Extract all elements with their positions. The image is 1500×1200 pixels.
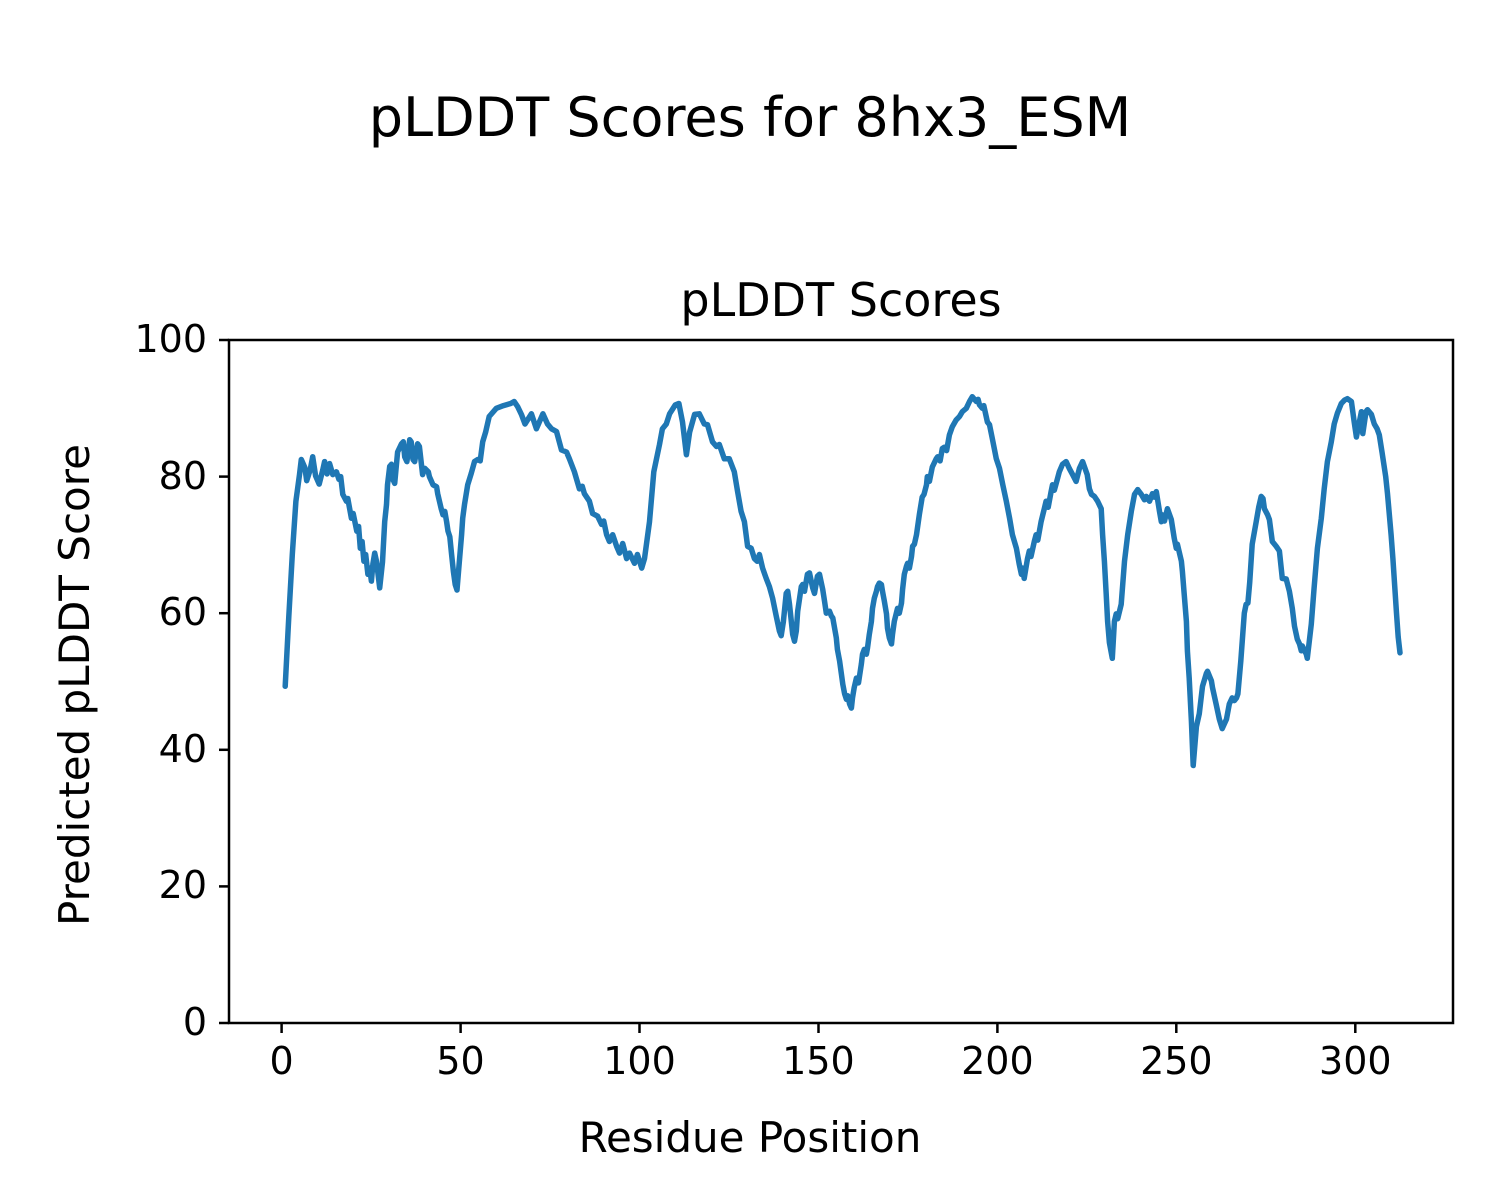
x-tick-label: 50	[436, 1039, 485, 1083]
x-tick-label: 250	[1140, 1039, 1213, 1083]
plot-border	[227, 338, 1455, 1025]
x-tick-label: 200	[961, 1039, 1034, 1083]
y-tick-label: 40	[158, 726, 207, 771]
y-tick-label: 20	[158, 863, 207, 908]
axes-title: pLDDT Scores	[680, 273, 1002, 327]
x-tick-label: 300	[1319, 1039, 1392, 1083]
x-tick-label: 0	[269, 1039, 294, 1083]
figure-title: pLDDT Scores for 8hx3_ESM	[368, 86, 1132, 149]
y-tick-label: 60	[158, 590, 207, 635]
y-tick-label: 0	[182, 1000, 207, 1044]
axis-ticks	[219, 338, 1357, 1033]
x-tick-label: 100	[603, 1039, 676, 1083]
x-axis-label: Residue Position	[578, 1113, 922, 1162]
plddt-line	[282, 393, 1403, 769]
x-tick-label: 150	[782, 1039, 855, 1083]
y-tick-label: 100	[134, 317, 207, 361]
y-tick-label: 80	[158, 453, 207, 498]
